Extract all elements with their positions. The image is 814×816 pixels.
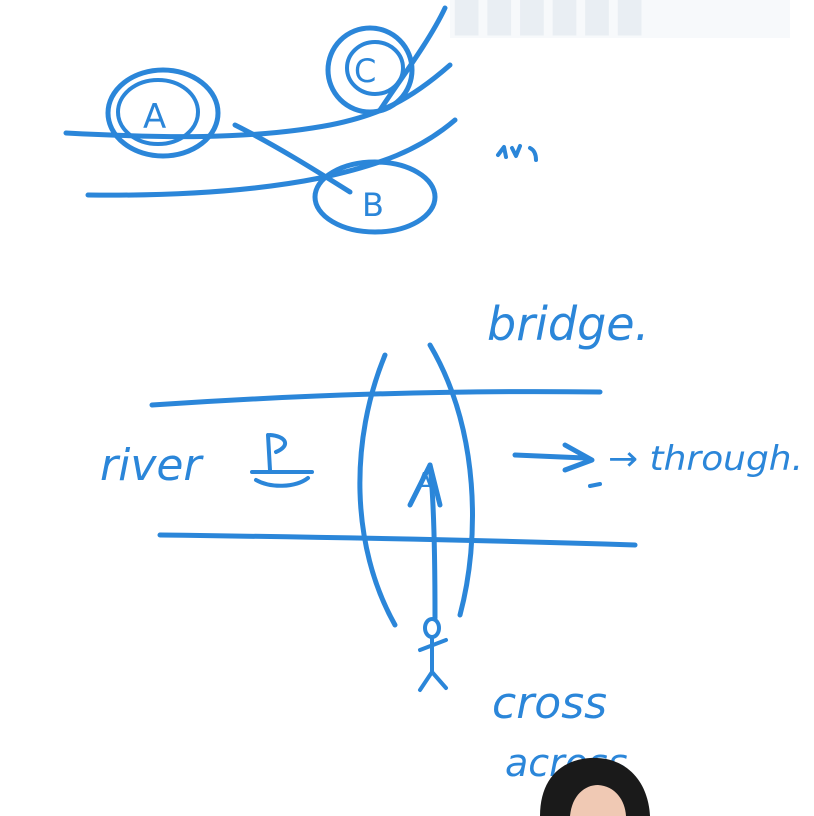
top-diagram: A C B bbox=[63, 5, 538, 235]
scribble-mark bbox=[496, 144, 538, 162]
node-a-label: A bbox=[143, 97, 166, 137]
circle-c-outer bbox=[325, 25, 415, 115]
up-arrow-head bbox=[407, 462, 443, 508]
watermark: █ █ █ █ █ █ bbox=[450, 0, 790, 38]
bridge-left-arc bbox=[357, 352, 398, 628]
node-b-label: B bbox=[362, 186, 384, 224]
river-label: river bbox=[100, 440, 204, 491]
node-c-label: C bbox=[354, 52, 376, 90]
bridge-right-arc bbox=[427, 342, 475, 618]
presenter-video bbox=[540, 757, 650, 816]
boat-icon bbox=[250, 433, 314, 488]
through-arrow bbox=[512, 442, 595, 473]
river-bank-bottom bbox=[157, 532, 638, 548]
circle-a-inner bbox=[116, 78, 200, 146]
svg-text:█ █ █ █ █ █: █ █ █ █ █ █ bbox=[454, 0, 642, 36]
circle-c-inner bbox=[345, 40, 405, 96]
circle-a-outer bbox=[105, 67, 221, 159]
through-label: → through. bbox=[608, 439, 803, 479]
circle-b bbox=[312, 159, 438, 235]
c-loop-line bbox=[377, 5, 448, 113]
bridge-label: bridge. bbox=[487, 297, 649, 351]
cross-label: cross bbox=[492, 678, 607, 729]
person-figure bbox=[418, 617, 448, 692]
river-bank-top bbox=[149, 389, 603, 408]
arrow-a-label: A bbox=[415, 466, 434, 499]
river-diagram: bridge. river → through. A cross across bbox=[100, 297, 803, 785]
connector-line bbox=[232, 122, 353, 195]
road-upper bbox=[63, 62, 453, 140]
road-lower bbox=[85, 117, 458, 198]
